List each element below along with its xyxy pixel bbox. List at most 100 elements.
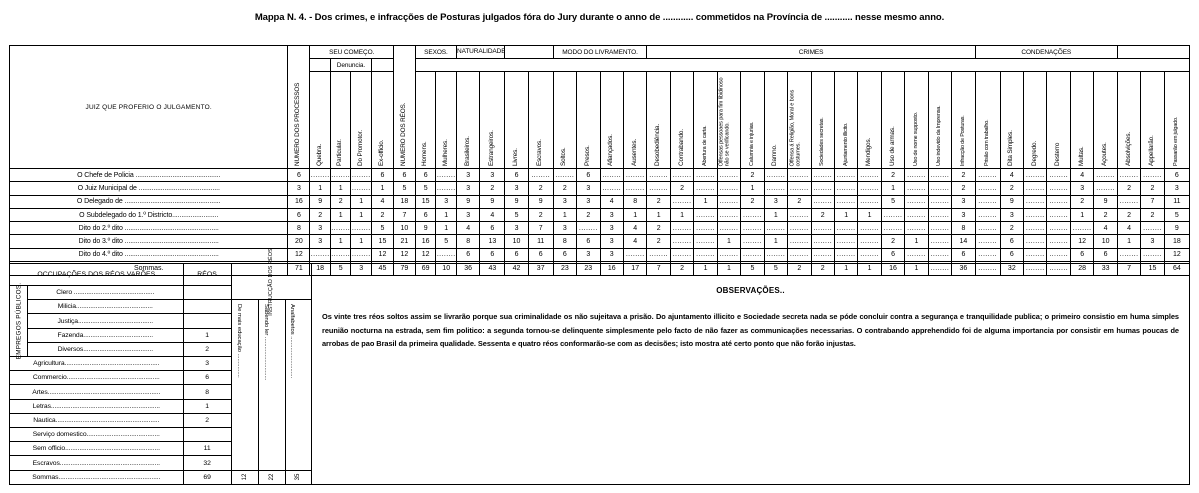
- cell-particular: ........: [329, 221, 352, 236]
- cell-absolvicoes: 7: [1116, 261, 1142, 277]
- cell-acoutes: 4: [1093, 221, 1118, 236]
- cell-numero_processos: 6: [287, 207, 311, 223]
- cell-numero_reos: 21: [392, 234, 416, 249]
- cell-multas: 1: [1069, 207, 1095, 223]
- cell-sociedades_secretas: ........: [810, 221, 835, 236]
- cell-uso_nome_supposto: 1: [904, 261, 929, 277]
- cell-do_promotor: 1: [350, 194, 372, 209]
- cell-contrabando: 1: [669, 207, 695, 223]
- cell-desterro: ........: [1046, 247, 1071, 263]
- cell-contrabando: ........: [669, 167, 695, 183]
- cell-mendigos: 1: [857, 207, 882, 223]
- cell-prisao_trabalho: ........: [974, 221, 1001, 236]
- occ-item-label: Milicia.................................…: [27, 299, 184, 315]
- cell-dita_simples: 32: [999, 261, 1025, 277]
- cell-presos: 3: [576, 181, 601, 196]
- occ-item-label: Sommas..................................…: [9, 469, 184, 486]
- cell-uso_indevido_imprensa: ........: [927, 221, 953, 236]
- cell-ofensas_pessoais: ........: [716, 221, 742, 236]
- cell-escravos: ........: [527, 167, 554, 183]
- cell-particular: ........: [329, 167, 352, 183]
- table-row: Dito do 4.º dito .......................…: [8, 247, 1191, 263]
- cell-numero_processos: 16: [287, 194, 311, 209]
- cell-absolvicoes: 1: [1116, 234, 1142, 249]
- cell-passarao_julgado: 3: [1163, 181, 1191, 196]
- cell-brasileiros: 9: [455, 194, 481, 209]
- cell-ajuntamento_ilicito: ........: [833, 234, 859, 249]
- cell-soltos: ........: [552, 167, 578, 183]
- cell-homens: 9: [414, 221, 437, 236]
- cell-passarao_julgado: 64: [1163, 261, 1191, 277]
- occ-item-label: Serviço domestico.......................…: [9, 427, 184, 443]
- spacer-quebra: [309, 58, 331, 72]
- cell-mulheres: 1: [435, 207, 457, 223]
- cell-infraccao_posturas: 2: [951, 181, 976, 196]
- cell-ex_officio: 4: [370, 194, 394, 209]
- cell-appellarao: 7: [1140, 194, 1165, 209]
- judge-name-cell: Dito do 2.º dito .......................…: [8, 221, 289, 236]
- col-header-appellarao: Appellarão.: [1140, 71, 1165, 169]
- cell-ofensas_pessoais: ........: [716, 207, 742, 223]
- cell-uso_indevido_imprensa: ........: [927, 234, 953, 249]
- occupations-title: OCCUPAÇÕES DOS RÉOS VARÕES: [9, 263, 184, 286]
- cell-prisao_trabalho: ........: [974, 207, 1001, 223]
- col-header-soltos: Soltos.: [552, 71, 578, 169]
- occ-item-label: Diversos................................…: [27, 341, 184, 358]
- group-header-condicao: [504, 45, 554, 59]
- cell-sociedades_secretas: ........: [810, 234, 835, 249]
- cell-homens: 5: [414, 181, 437, 196]
- cell-damno: ........: [763, 181, 789, 196]
- cell-uso_nome_supposto: ........: [904, 221, 929, 236]
- cell-numero_processos: 12: [287, 247, 311, 263]
- cell-presos: 2: [576, 207, 601, 223]
- occ-item-label: Justiça.................................…: [27, 313, 184, 329]
- cell-passarao_julgado: 5: [1163, 207, 1191, 223]
- cell-estrangeiros: 2: [479, 181, 506, 196]
- cell-ofensa_religiao: ........: [787, 234, 812, 249]
- cell-desobediencia: 1: [646, 207, 671, 223]
- cell-desobediencia: 2: [646, 194, 671, 209]
- cell-particular: 1: [329, 181, 352, 196]
- table-row: O Subdelegado do 1.º Districto..........…: [8, 207, 1191, 223]
- cell-homens: 12: [414, 247, 437, 263]
- cell-ex_officio: 1: [370, 181, 394, 196]
- cell-dita_simples: 9: [999, 194, 1025, 209]
- instruction-header: INSTRUCÇÃO DOS RÉOS: [230, 248, 313, 315]
- crimes-table: JUIZ QUE PROFERIO O JULGAMENTO. NUMERO D…: [8, 45, 1191, 277]
- cell-uso_indevido_imprensa: ........: [927, 194, 953, 209]
- cell-livres: 3: [504, 181, 529, 196]
- cell-homens: 16: [414, 234, 437, 249]
- table-header: JUIZ QUE PROFERIO O JULGAMENTO. NUMERO D…: [8, 45, 1191, 169]
- cell-brasileiros: 8: [455, 234, 481, 249]
- cell-infraccao_posturas: 14: [951, 234, 976, 249]
- cell-mulheres: 10: [435, 261, 457, 277]
- cell-uso_armas: 1: [880, 181, 906, 196]
- cell-escravos: 2: [527, 181, 554, 196]
- instruction-col-2: Analfabetos ..........................: [284, 299, 313, 471]
- cell-afiancados: 3: [599, 221, 624, 236]
- col-header-numero-reos: NUMERO DOS RÉOS.: [392, 45, 416, 169]
- col-header-ajuntamento_ilicito: Ajuntamento illicito.: [833, 71, 859, 169]
- cell-mulheres: 1: [435, 221, 457, 236]
- occ-row: Milicia.................................…: [10, 299, 313, 471]
- col-header-afiancados: Afiançados.: [599, 71, 624, 169]
- cell-desterro: ........: [1046, 234, 1071, 249]
- cell-ofensa_religiao: ........: [787, 207, 812, 223]
- col-header-multas: Multas.: [1069, 71, 1095, 169]
- table-row: O Delegado de ..........................…: [8, 194, 1191, 209]
- cell-calumnia_injurias: 1: [740, 181, 765, 196]
- cell-ajuntamento_ilicito: ........: [833, 194, 859, 209]
- cell-uso_nome_supposto: ........: [904, 247, 929, 263]
- cell-absolvicoes: ........: [1116, 194, 1142, 209]
- group-header-denuncia: Denuncia.: [329, 58, 372, 72]
- cell-calumnia_injurias: 2: [740, 167, 765, 183]
- cell-absolvicoes: ........: [1116, 167, 1142, 183]
- judge-name-cell: O Chefe de Policia .....................…: [8, 167, 289, 183]
- cell-uso_indevido_imprensa: ........: [927, 261, 953, 277]
- cell-damno: ........: [763, 221, 789, 236]
- cell-ex_officio: 15: [370, 234, 394, 249]
- cell-ex_officio: 6: [370, 167, 394, 183]
- cell-presos: 6: [576, 167, 601, 183]
- cell-quebra: ........: [309, 167, 331, 183]
- spacer-exofficio: [370, 58, 394, 72]
